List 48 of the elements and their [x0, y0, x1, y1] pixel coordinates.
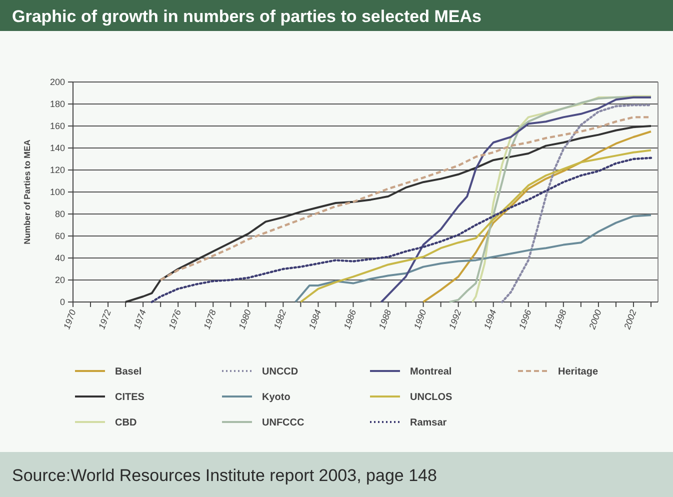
source-note: Source:World Resources Institute report 2003, page 148	[12, 466, 437, 485]
legend-label: CITES	[115, 392, 145, 403]
line-series	[501, 104, 652, 304]
y-tick-label: 120	[50, 165, 65, 175]
y-tick-label: 80	[54, 209, 65, 219]
y-tick-label: 200	[50, 77, 65, 87]
line-series	[422, 130, 652, 303]
legend-label: Ramsar	[410, 418, 447, 428]
chart-title: Graphic of growth in numbers of parties to selected MEAs	[12, 7, 482, 26]
x-tick-label: 1970	[62, 308, 78, 331]
y-tick-label: 40	[54, 253, 65, 263]
line-series	[124, 125, 652, 303]
y-tick-label: 180	[50, 99, 65, 109]
line-series	[294, 214, 652, 303]
x-tick-label: 1998	[552, 308, 568, 331]
y-tick-label: 0	[60, 297, 65, 307]
x-tick-label: 1994	[482, 308, 498, 331]
x-tick-label: 1982	[272, 308, 288, 331]
legend-label: Heritage	[558, 366, 598, 378]
legend-label: UNCLOS	[410, 392, 453, 403]
y-tick-label: 60	[54, 231, 65, 241]
legend-label: UNFCCC	[262, 418, 304, 428]
y-tick-label: 160	[50, 121, 65, 131]
x-tick-label: 1976	[166, 308, 183, 331]
line-series	[150, 156, 652, 304]
x-tick-label: 1996	[517, 308, 534, 331]
y-axis-title: Number of Parties to MEA	[22, 140, 32, 244]
legend-label: UNCCD	[262, 366, 298, 378]
legend-label: Montreal	[410, 366, 452, 378]
y-tick-label: 20	[54, 275, 65, 285]
x-tick-label: 1984	[306, 308, 324, 331]
legend-label: Kyoto	[262, 392, 290, 403]
x-tick-label: 1988	[376, 308, 394, 331]
line-series	[300, 149, 652, 303]
x-tick-label: 1990	[412, 308, 428, 331]
y-tick-label: 100	[50, 187, 65, 197]
x-tick-label: 1992	[446, 308, 464, 331]
line-series	[380, 96, 652, 303]
x-tick-label: 1974	[132, 308, 148, 331]
x-tick-label: 1980	[236, 308, 254, 331]
x-tick-label: 1972	[96, 308, 113, 331]
x-tick-label: 2002	[622, 308, 638, 332]
x-tick-label: 2000	[586, 308, 604, 332]
legend-label: Basel	[115, 366, 142, 378]
x-tick-label: 1978	[202, 308, 218, 331]
legend-label: CBD	[115, 418, 137, 428]
y-tick-label: 140	[50, 143, 65, 153]
x-tick-label: 1986	[342, 308, 358, 331]
